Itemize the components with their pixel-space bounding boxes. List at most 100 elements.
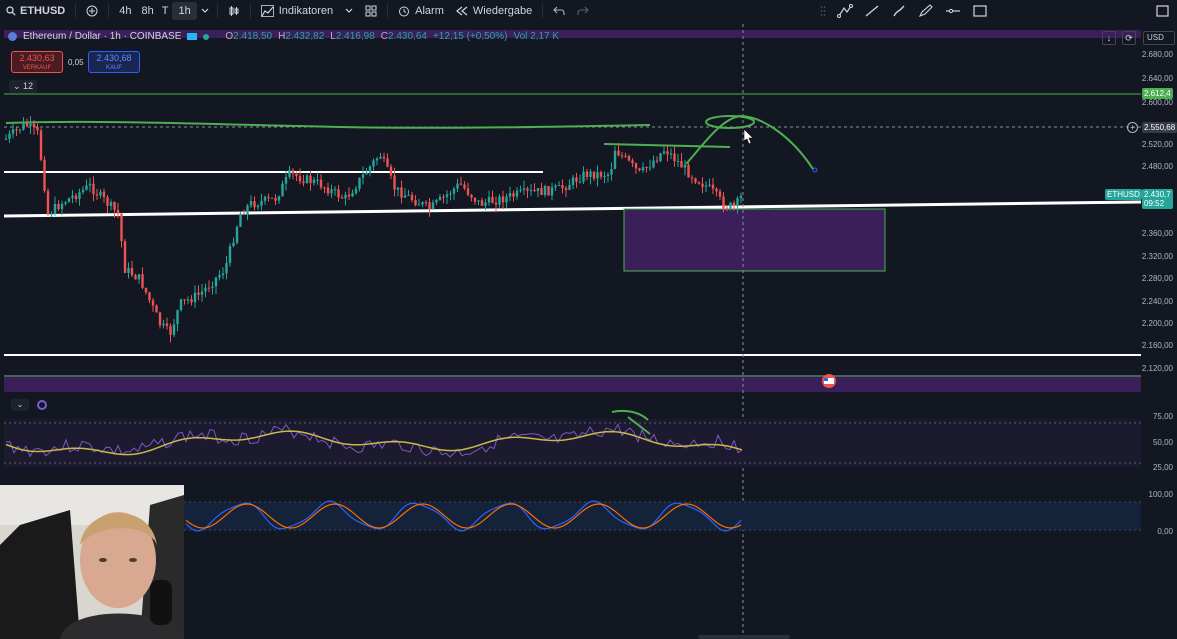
live-indicator-icon [203,33,210,40]
candle-body [645,166,648,168]
candle-body [134,275,137,280]
replay-button[interactable]: Wiedergabe [450,0,538,22]
rsi-line [5,423,743,458]
alarm-button[interactable]: Alarm [392,0,450,22]
time-scrollbar[interactable] [698,635,790,639]
undo-button[interactable] [547,0,571,22]
currency-select[interactable]: USD [1143,31,1175,45]
fullscreen-button[interactable] [1148,0,1177,22]
indicator-settings-icon[interactable] [37,400,47,410]
candle-body [263,196,267,201]
interval-day[interactable]: T [161,5,169,17]
drawing-toolbar [820,0,988,22]
drawing-shoulder-line[interactable] [603,143,731,148]
alarm-label: Alarm [415,5,444,17]
rsi-tick: 25,00 [1152,463,1173,472]
legend-close: C2.430,64 [380,31,427,42]
anchor-point[interactable] [812,167,818,173]
indicators-button[interactable]: Indikatoren [255,0,339,22]
highlight-ellipse[interactable] [705,115,755,129]
pane-collapse-button[interactable]: ⌄ [11,399,29,411]
candle-body [550,187,554,196]
candle-body [477,200,480,202]
candle-body [302,181,305,183]
candle-body [606,174,610,177]
candle-body [64,202,67,204]
candle-body [659,153,662,162]
candle-body [277,196,281,201]
candle-body [414,200,417,206]
trendline-tool-icon[interactable] [864,4,880,18]
candle-body [428,202,431,210]
candle-body [638,168,641,171]
price-chart[interactable] [0,24,1177,639]
candle-body [8,133,11,139]
chevron-down-icon: ⌄ [16,400,24,409]
trendline-support[interactable] [3,200,1142,218]
candle-body [718,191,722,197]
interval-1h[interactable]: 1h [172,2,197,20]
templates-button[interactable] [359,0,383,22]
candle-body [74,195,78,199]
demand-zone[interactable] [623,208,886,272]
candle-body [365,172,368,175]
candle-body [393,175,396,190]
drawing-range-top[interactable] [5,120,651,129]
reset-chart-button[interactable]: ⟳ [1122,31,1136,45]
redo-button[interactable] [571,0,595,22]
scroll-to-latest-button[interactable]: ↓ [1102,31,1116,45]
candle-body [179,299,183,311]
spread-value: 0,05 [68,58,84,67]
candle-body [22,122,25,130]
sell-button[interactable]: 2.430,63 VERKAUF [11,51,63,73]
candle-body [330,189,333,194]
candle-body [424,202,428,204]
interval-8h[interactable]: 8h [141,5,154,17]
path-tool-icon[interactable] [837,4,853,18]
candle-body [470,194,473,198]
candle-body [155,305,158,313]
candle-body [624,155,627,157]
price-tick: 2.280,00 [1141,274,1173,283]
indicators-dropdown[interactable] [339,0,359,22]
add-symbol-button[interactable] [80,0,104,22]
candle-body [176,310,179,325]
interval-4h[interactable]: 4h [119,5,132,17]
candle-body [267,196,270,198]
candle-body [543,186,547,196]
legend-volume: Vol 2,17 K [513,31,560,42]
candle-body [32,123,36,128]
rectangle-tool-icon[interactable] [972,4,988,18]
candle-body [288,170,291,177]
drag-handle-icon[interactable] [820,5,826,17]
candle-body [249,201,253,206]
candle-body [697,182,701,184]
candle-body [508,193,512,197]
redo-icon [577,6,589,15]
price-tick: 2.600,00 [1141,98,1173,107]
candle-body [536,188,540,192]
indicator-toggle[interactable]: ⌄ 12 [9,80,38,93]
rsi-drawing-2[interactable] [627,416,651,435]
top-toolbar: ETHUSD 4h 8h T 1h Indikatoren Alarm Wied… [0,0,1177,22]
brush-tool-icon[interactable] [891,4,907,18]
last-price: 2.430,7 [1144,190,1171,199]
chart-type-button[interactable] [222,0,246,22]
symbol-search[interactable]: ETHUSD [0,0,71,22]
candle-body [57,203,60,210]
candle-body [491,196,494,203]
add-alert-plus-icon[interactable]: + [1127,122,1138,133]
stoch-d-line [185,503,742,529]
rsi-drawing[interactable] [611,409,649,421]
buy-button[interactable]: 2.430,68 KAUF [88,51,140,73]
candle-body [505,196,508,203]
candle-body [620,155,624,157]
interval-dropdown[interactable] [197,0,213,22]
horizontal-ray-icon[interactable] [945,4,961,18]
price-tick: 2.200,00 [1141,319,1173,328]
pen-tool-icon[interactable] [918,4,934,18]
candle-body [214,277,218,287]
candle-body [725,208,729,210]
price-tick: 2.520,00 [1141,140,1173,149]
candle-body [323,187,326,189]
